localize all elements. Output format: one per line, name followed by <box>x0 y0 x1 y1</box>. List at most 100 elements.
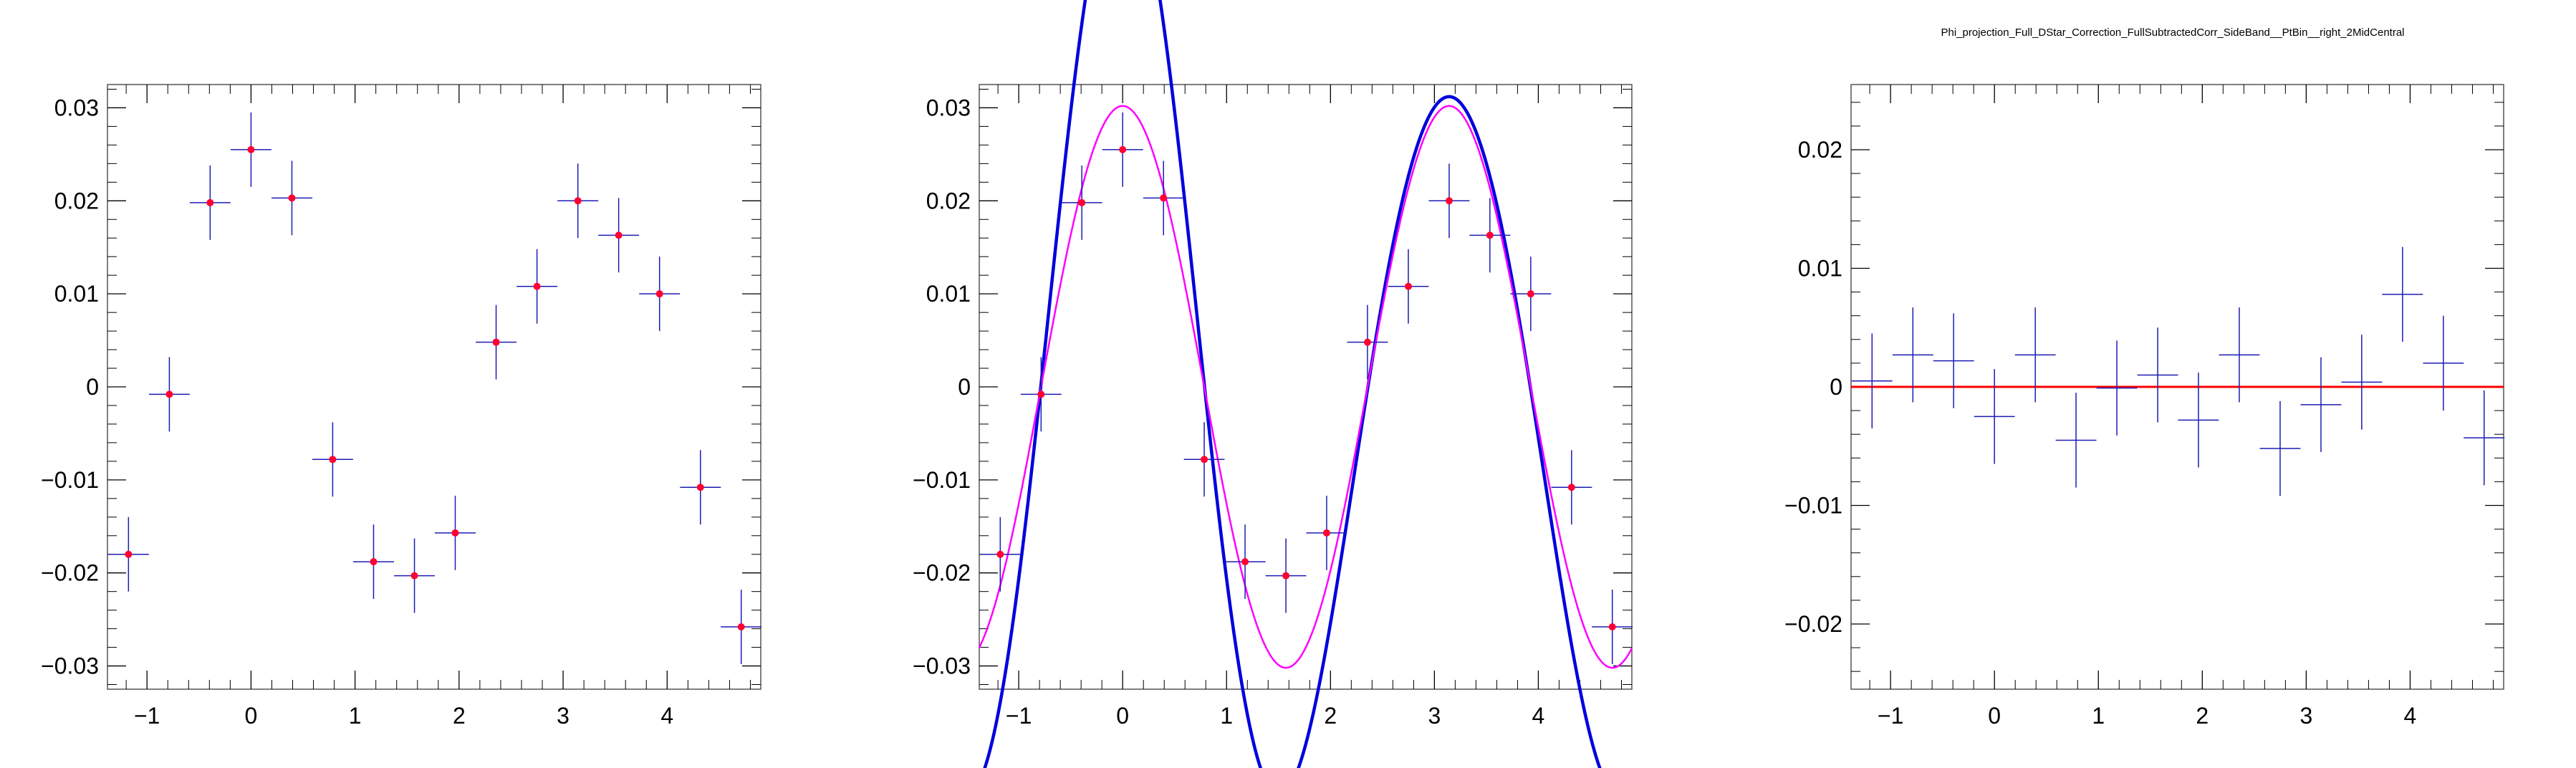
data-marker <box>125 550 133 558</box>
data-point <box>516 249 558 324</box>
data-point <box>2055 393 2097 488</box>
data-point <box>1510 256 1552 332</box>
x-tick-label: 0 <box>245 703 258 729</box>
data-point <box>1061 165 1102 240</box>
y-tick-label: 0.01 <box>926 281 971 307</box>
data-point <box>979 517 1021 592</box>
data-marker <box>329 456 337 464</box>
chart-panel-2: −1 0 1 2 3 4 −0.03 −0.02 −0.01 0 0.01 0.02 0.03 <box>913 0 1633 768</box>
y-tick-label: −0.01 <box>913 467 971 493</box>
data-marker <box>737 623 745 631</box>
x-tick-label: 3 <box>2299 703 2312 729</box>
data-point <box>2464 390 2505 486</box>
x-tick-label: −1 <box>1006 703 1032 729</box>
data-marker <box>1567 484 1575 491</box>
x-tick-label: 4 <box>2404 703 2417 729</box>
data-point <box>2096 340 2138 436</box>
data-marker <box>451 529 459 537</box>
data-marker <box>1486 231 1494 239</box>
data-marker <box>1282 572 1290 580</box>
data-point <box>1551 450 1592 525</box>
data-marker <box>1363 338 1371 346</box>
data-point <box>1347 304 1388 380</box>
y-tick-label: 0.03 <box>926 95 971 120</box>
data-marker <box>696 484 704 491</box>
plot-frame <box>107 84 761 690</box>
data-point <box>2259 400 2301 496</box>
data-point <box>1851 333 1893 428</box>
data-point <box>1224 524 1266 600</box>
data-marker <box>1445 197 1453 205</box>
data-point <box>312 422 353 497</box>
y-tick-label: −0.03 <box>41 653 99 679</box>
data-marker <box>1119 145 1127 153</box>
y-tick-label: −0.01 <box>1784 492 1842 518</box>
panels-group: −1 0 1 2 3 4 −0.03 −0.02 −0.01 0 0.01 0.02 0.03 −1 0 1 2… <box>41 0 2505 768</box>
data-marker <box>615 231 623 239</box>
data-point <box>1020 357 1062 432</box>
x-tick-label: 4 <box>1532 703 1545 729</box>
data-point <box>1933 313 1974 408</box>
y-tick-label: 0.01 <box>1798 256 1842 282</box>
x-tick-label: 2 <box>453 703 466 729</box>
data-point <box>1265 538 1307 613</box>
y-tick-label: 0 <box>1830 374 1842 400</box>
x-tick-label: 2 <box>1324 703 1337 729</box>
data-marker <box>206 198 214 206</box>
y-tick-label: 0.01 <box>54 281 99 307</box>
y-tick-label: −0.02 <box>41 560 99 586</box>
data-point <box>2014 307 2056 403</box>
data-point <box>2382 246 2423 342</box>
y-tick-label: −0.01 <box>41 467 99 493</box>
x-tick-label: −1 <box>1878 703 1903 729</box>
data-point <box>2219 307 2260 403</box>
data-marker <box>1160 194 1168 202</box>
data-point <box>1306 495 1347 570</box>
data-point <box>680 450 721 525</box>
data-marker <box>370 558 378 566</box>
figure-title: Phi_projection_Full_DStar_Correction_Ful… <box>1941 27 2404 39</box>
data-marker <box>533 282 541 290</box>
x-tick-label: 1 <box>2092 703 2105 729</box>
data-point <box>476 304 517 380</box>
data-point <box>148 357 190 432</box>
y-tick-label: 0 <box>958 374 971 400</box>
x-tick-label: 3 <box>1428 703 1441 729</box>
data-marker <box>996 550 1004 558</box>
data-point <box>1974 369 2015 464</box>
fit-component-curve <box>978 105 1633 669</box>
y-tick-label: 0 <box>86 374 99 400</box>
plot-frame <box>979 84 1633 690</box>
data-marker <box>1608 623 1616 631</box>
fit-total-curve <box>983 0 1602 768</box>
y-tick-label: −0.02 <box>913 560 971 586</box>
data-marker <box>574 197 582 205</box>
y-tick-label: 0.02 <box>926 188 971 213</box>
y-tick-label: 0.02 <box>54 188 99 213</box>
data-marker <box>1527 290 1534 298</box>
data-marker <box>247 145 255 153</box>
data-point <box>189 165 231 240</box>
data-marker <box>1404 282 1412 290</box>
x-tick-label: 4 <box>660 703 673 729</box>
data-marker <box>1322 529 1330 537</box>
data-point <box>1469 198 1511 273</box>
data-marker <box>655 290 663 298</box>
chart-panel-3: −1 0 1 2 3 4 −0.02 −0.01 0 0.01 0.02 <box>1784 84 2505 729</box>
data-point <box>2341 335 2383 430</box>
data-marker <box>410 572 418 580</box>
data-marker <box>288 194 296 202</box>
data-point <box>2300 357 2342 453</box>
x-tick-label: −1 <box>134 703 160 729</box>
x-tick-label: 3 <box>557 703 569 729</box>
data-point <box>230 112 271 187</box>
data-marker <box>1241 558 1249 566</box>
data-marker <box>165 390 173 398</box>
data-point <box>394 538 436 613</box>
data-point <box>1428 163 1470 239</box>
data-point <box>557 163 599 239</box>
chart-panel-1: −1 0 1 2 3 4 −0.03 −0.02 −0.01 0 0.01 0.02 0.03 <box>41 84 762 729</box>
x-tick-label: 2 <box>2196 703 2209 729</box>
data-point <box>435 495 476 570</box>
